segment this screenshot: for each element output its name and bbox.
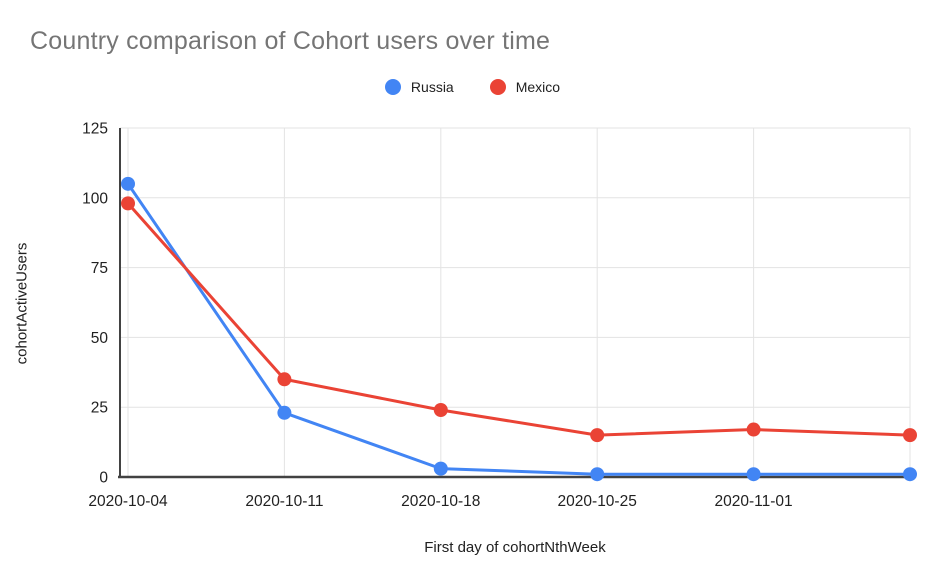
- mexico-point[interactable]: [433, 402, 448, 417]
- x-tick-label: 2020-10-18: [401, 493, 480, 510]
- mexico-point[interactable]: [903, 428, 917, 443]
- y-tick-label: 25: [91, 400, 108, 417]
- y-tick-label: 75: [91, 260, 108, 277]
- mexico-legend-dot-icon: [489, 79, 506, 95]
- mexico-point[interactable]: [590, 428, 605, 443]
- mexico-line: [126, 201, 912, 437]
- russia-point[interactable]: [433, 461, 448, 476]
- mexico-point[interactable]: [277, 372, 292, 387]
- legend-label-russia: Russia: [410, 79, 454, 95]
- mexico-point[interactable]: [121, 196, 135, 211]
- mexico-point[interactable]: [746, 422, 761, 437]
- x-tick-label: 2020-10-11: [245, 493, 323, 510]
- russia-point[interactable]: [746, 467, 761, 482]
- x-axis-title: First day of cohortNthWeek: [424, 539, 606, 556]
- legend-item-mexico[interactable]: Mexico: [489, 79, 561, 95]
- y-tick-label: 50: [91, 330, 109, 347]
- russia-line: [126, 182, 912, 476]
- x-tick-label: 2020-11-01: [715, 493, 793, 510]
- y-tick-label: 100: [82, 190, 108, 207]
- russia-point[interactable]: [903, 467, 917, 482]
- x-tick-label: 2020-10-04: [88, 493, 168, 510]
- y-tick-label: 125: [82, 121, 108, 138]
- x-tick-label: 2020-10-25: [558, 493, 637, 510]
- y-axis-title: cohortActiveUsers: [13, 242, 31, 365]
- legend: Russia Mexico: [0, 76, 945, 98]
- russia-point[interactable]: [121, 176, 135, 191]
- russia-legend-dot-icon: [384, 79, 401, 95]
- legend-item-russia[interactable]: Russia: [384, 79, 454, 95]
- legend-label-mexico: Mexico: [515, 79, 561, 95]
- y-tick-label: 0: [99, 470, 108, 487]
- chart-title: Country comparison of Cohort users over …: [30, 27, 551, 55]
- russia-point[interactable]: [277, 405, 292, 420]
- russia-point[interactable]: [590, 467, 605, 482]
